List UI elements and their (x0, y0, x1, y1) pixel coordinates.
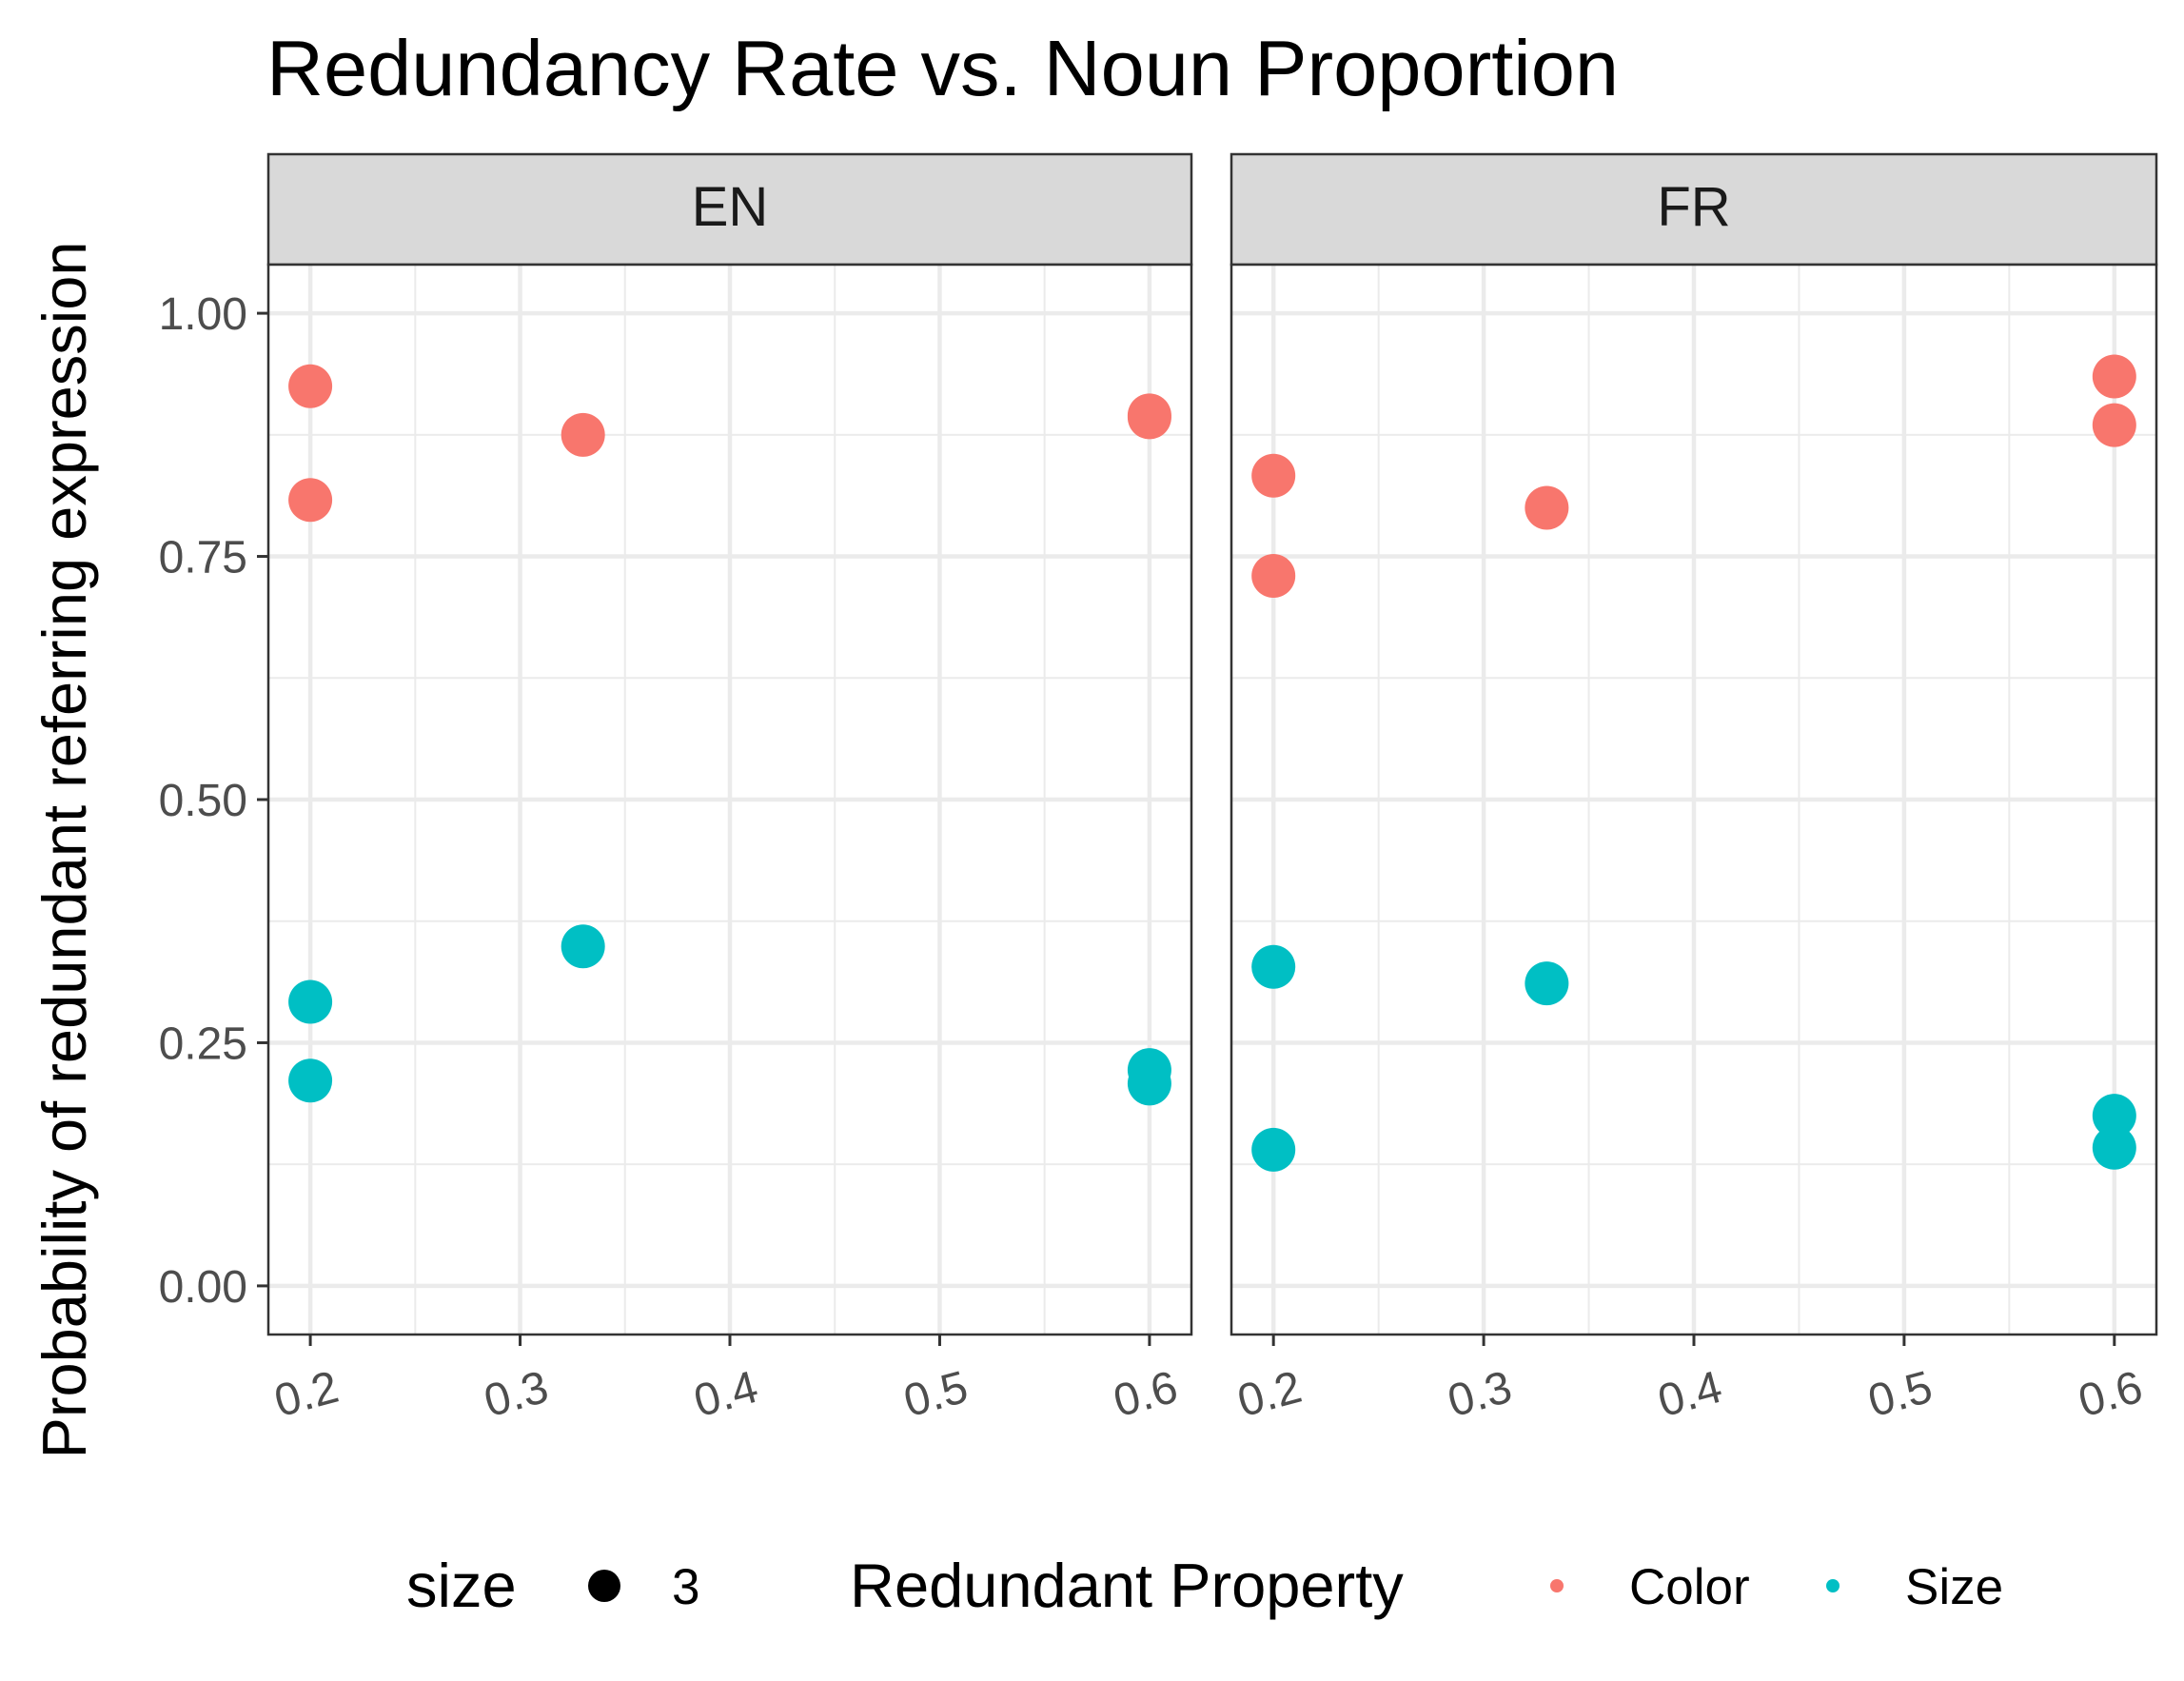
point-color (1127, 393, 1171, 438)
point-color (1251, 453, 1296, 498)
legend-size-key (588, 1570, 620, 1602)
point-size (1251, 1127, 1296, 1172)
legend: size 3 Redundant Property Color Size (406, 1551, 2003, 1620)
y-tick-label: 0.75 (159, 533, 247, 583)
y-tick-label: 0.00 (159, 1262, 247, 1313)
legend-key-color (1550, 1579, 1564, 1592)
legend-color-title: Redundant Property (850, 1551, 1404, 1620)
y-axis-label: Probability of redundant referring expre… (30, 241, 99, 1458)
y-tick-label: 0.50 (159, 776, 247, 826)
point-size (2092, 1094, 2136, 1138)
y-tick-label: 0.25 (159, 1018, 247, 1069)
point-size (288, 979, 333, 1024)
point-color (288, 364, 333, 408)
point-size (561, 924, 605, 969)
point-color (1251, 553, 1296, 598)
x-tick-label: 0.3 (1443, 1362, 1517, 1427)
point-size (288, 1058, 333, 1103)
point-color (2092, 354, 2136, 399)
x-tick-label: 0.5 (898, 1362, 973, 1427)
facet-panel-fr: FR 0.2 0.3 0.4 0.5 0.6 (1230, 152, 2158, 1427)
x-tick-label: 0.2 (269, 1362, 344, 1427)
y-tick-label: 1.00 (159, 289, 247, 340)
facet-strip (266, 152, 1193, 267)
chart-title: Redundancy Rate vs. Noun Proportion (266, 24, 1619, 112)
x-tick-label: 0.4 (689, 1362, 763, 1427)
facet-strip (1230, 152, 2158, 267)
facet-panels: EN 0.2 0.3 0.4 0.5 0.6 0.00 0.25 0.50 0.75 1.00 FR 0… (159, 152, 2158, 1427)
legend-entry-color: Color (1629, 1559, 1750, 1615)
x-tick-label: 0.3 (479, 1362, 553, 1427)
point-size (1127, 1061, 1171, 1106)
point-size (1525, 961, 1569, 1006)
point-color (1525, 485, 1569, 530)
legend-entry-size: Size (1905, 1559, 2003, 1615)
point-color (2092, 403, 2136, 447)
x-tick-label: 0.4 (1653, 1362, 1727, 1427)
facet-strip-label: FR (1657, 176, 1730, 238)
point-color (288, 478, 333, 523)
legend-size-value: 3 (672, 1559, 699, 1615)
point-color (561, 412, 605, 457)
legend-key-size (1826, 1579, 1840, 1592)
x-tick-label: 0.6 (2074, 1362, 2148, 1427)
facet-strip-label: EN (692, 176, 769, 238)
x-tick-label: 0.6 (1109, 1362, 1183, 1427)
legend-size-title: size (406, 1551, 517, 1620)
x-tick-label: 0.5 (1863, 1362, 1938, 1427)
point-size (2092, 1125, 2136, 1170)
facet-panel-en: EN 0.2 0.3 0.4 0.5 0.6 0.00 0.25 0.50 0.75 1.00 (159, 152, 1193, 1427)
point-size (1251, 944, 1296, 989)
x-tick-label: 0.2 (1232, 1362, 1307, 1427)
